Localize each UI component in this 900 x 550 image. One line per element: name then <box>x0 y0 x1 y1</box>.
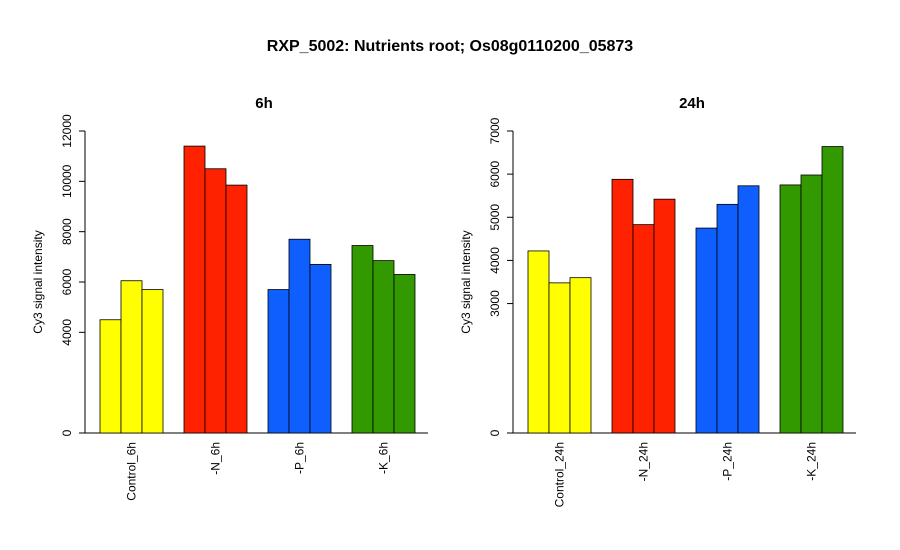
y-tick-label: 4000 <box>60 319 74 346</box>
y-axis-label: Cy3 signal intensity <box>459 230 473 333</box>
bar <box>527 250 550 434</box>
x-category-label: Control_24h <box>553 442 567 507</box>
bar <box>120 280 143 434</box>
panel-title-1: 24h <box>679 95 705 112</box>
bar <box>569 277 592 434</box>
y-tick-label: 8000 <box>60 218 74 245</box>
y-tick-label: 5000 <box>488 204 502 231</box>
bar <box>800 174 823 434</box>
x-category-label: -P_24h <box>721 442 735 481</box>
x-category-label: -P_6h <box>293 442 307 474</box>
bar <box>821 146 844 434</box>
y-tick-label: 4000 <box>488 247 502 274</box>
y-tick-label: 12000 <box>60 114 74 148</box>
page-title: RXP_5002: Nutrients root; Os08g0110200_0… <box>266 38 634 55</box>
bar <box>779 184 802 434</box>
y-tick-label: 6000 <box>488 160 502 187</box>
bar <box>288 238 311 434</box>
bar <box>393 274 416 434</box>
bar <box>611 178 634 434</box>
bar <box>225 184 248 434</box>
bar <box>204 168 227 434</box>
y-axis-label: Cy3 signal intensity <box>31 230 45 333</box>
bar <box>141 289 164 434</box>
bar <box>695 227 718 434</box>
x-category-label: -K_24h <box>805 442 819 481</box>
bar <box>99 319 122 434</box>
bar <box>632 224 655 434</box>
y-tick-label: 0 <box>488 429 502 436</box>
x-category-label: Control_6h <box>125 442 139 501</box>
x-category-label: -N_24h <box>637 442 651 481</box>
bar <box>548 282 571 434</box>
bar <box>183 145 206 434</box>
bar <box>737 185 760 434</box>
panel-title-0: 6h <box>255 95 273 112</box>
bar <box>309 263 332 434</box>
x-category-label: -K_6h <box>377 442 391 474</box>
bar <box>372 260 395 434</box>
bar <box>716 203 739 434</box>
bar <box>653 198 676 434</box>
y-tick-label: 10000 <box>60 164 74 198</box>
y-tick-label: 7000 <box>488 117 502 144</box>
y-tick-label: 0 <box>60 429 74 436</box>
x-category-label: -N_6h <box>209 442 223 475</box>
y-tick-label: 6000 <box>60 268 74 295</box>
bar <box>267 289 290 434</box>
bar <box>351 245 374 434</box>
y-tick-label: 3000 <box>488 290 502 317</box>
